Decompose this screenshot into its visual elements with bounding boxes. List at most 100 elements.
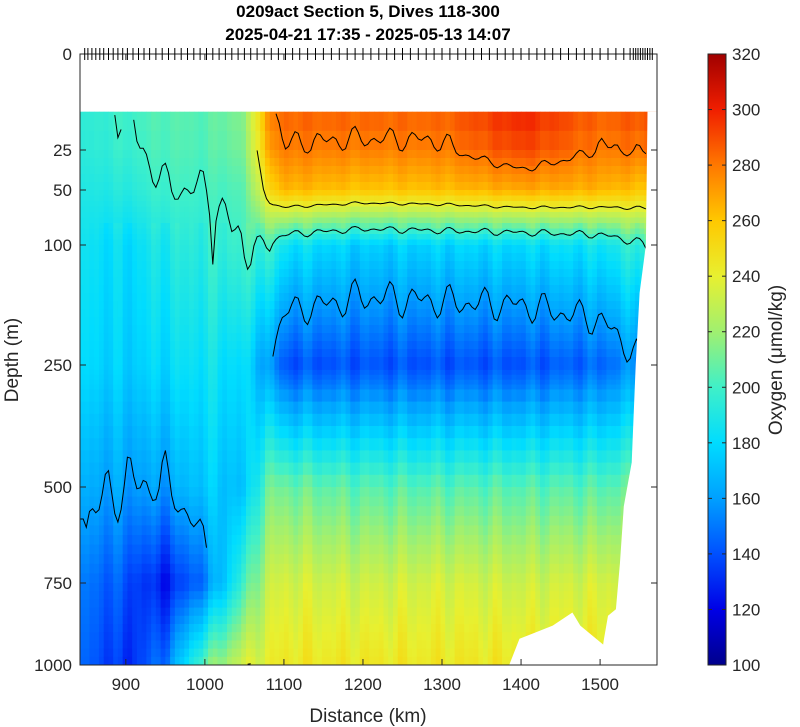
- heatmap-cell: [369, 374, 375, 381]
- heatmap-cell: [345, 277, 351, 286]
- heatmap-cell: [174, 525, 181, 536]
- heatmap-cell: [288, 293, 295, 302]
- heatmap-cell: [288, 624, 295, 633]
- heatmap-cell: [212, 190, 219, 197]
- heatmap-cell: [250, 426, 257, 439]
- heatmap-cell: [312, 158, 318, 167]
- heatmap-cell: [94, 333, 100, 342]
- heatmap-cell: [264, 384, 271, 390]
- heatmap-cell: [208, 217, 214, 224]
- heatmap-cell: [260, 535, 266, 546]
- heatmap-cell: [317, 349, 323, 358]
- heatmap-cell: [198, 426, 204, 439]
- heatmap-cell: [245, 515, 252, 526]
- heatmap-cell: [378, 379, 385, 386]
- heatmap-cell: [260, 130, 266, 151]
- heatmap-cell: [113, 573, 119, 584]
- heatmap-cell: [122, 357, 129, 366]
- heatmap-cell: [411, 269, 418, 278]
- heatmap-cell: [307, 365, 313, 371]
- heatmap-cell: [98, 535, 105, 546]
- heatmap-cell: [307, 487, 313, 498]
- heatmap-cell: [312, 130, 318, 151]
- heatmap-cell: [208, 632, 214, 641]
- heatmap-cell: [302, 174, 309, 183]
- heatmap-cell: [189, 228, 195, 235]
- heatmap-cell: [288, 228, 295, 235]
- heatmap-cell: [402, 333, 408, 342]
- heatmap-cell: [383, 269, 389, 278]
- heatmap-cell: [208, 195, 214, 202]
- heatmap-cell: [217, 413, 223, 427]
- heatmap-cell: [397, 245, 404, 254]
- heatmap-cell: [151, 401, 157, 415]
- heatmap-cell: [89, 369, 95, 376]
- heatmap-cell: [189, 384, 195, 390]
- heatmap-cell: [212, 583, 219, 592]
- heatmap-cell: [317, 591, 323, 600]
- heatmap-cell: [89, 515, 95, 526]
- heatmap-cell: [80, 201, 86, 208]
- heatmap-cell: [264, 401, 271, 415]
- heatmap-cell: [274, 111, 280, 132]
- heatmap-cell: [416, 223, 423, 230]
- heatmap-cell: [89, 389, 95, 403]
- heatmap-cell: [264, 228, 271, 235]
- heatmap-cell: [274, 190, 280, 197]
- heatmap-cell: [198, 591, 204, 600]
- heatmap-cell: [203, 212, 209, 219]
- heatmap-cell: [378, 632, 385, 641]
- heatmap-cell: [222, 277, 228, 286]
- heatmap-cell: [222, 474, 228, 488]
- heatmap-cell: [326, 554, 332, 565]
- heatmap-cell: [170, 317, 176, 326]
- heatmap-cell: [165, 309, 171, 318]
- heatmap-cell: [231, 150, 238, 159]
- heatmap-cell: [151, 212, 157, 219]
- heatmap-cell: [350, 573, 356, 584]
- heatmap-cell: [184, 111, 190, 132]
- heatmap-cell: [279, 535, 285, 546]
- heatmap-cell: [298, 515, 304, 526]
- heatmap-cell: [222, 583, 228, 592]
- heatmap-cell: [426, 228, 432, 235]
- heatmap-cell: [132, 111, 138, 132]
- heatmap-cell: [359, 228, 366, 235]
- heatmap-cell: [231, 195, 238, 202]
- heatmap-cell: [307, 201, 313, 208]
- heatmap-cell: [236, 632, 242, 641]
- heatmap-cell: [146, 253, 152, 262]
- heatmap-cell: [231, 573, 238, 584]
- heatmap-cell: [245, 563, 252, 574]
- heatmap-cell: [198, 317, 204, 326]
- heatmap-cell: [331, 285, 337, 294]
- heatmap-cell: [127, 474, 133, 488]
- heatmap-cell: [136, 369, 143, 376]
- heatmap-cell: [231, 583, 238, 592]
- heatmap-cell: [288, 401, 295, 415]
- heatmap-cell: [89, 401, 95, 415]
- heatmap-cell: [217, 261, 223, 270]
- heatmap-cell: [426, 369, 432, 376]
- heatmap-cell: [174, 245, 181, 254]
- heatmap-cell: [231, 239, 238, 246]
- heatmap-cell: [103, 206, 110, 213]
- heatmap-cell: [326, 573, 332, 584]
- heatmap-cell: [203, 591, 209, 600]
- heatmap-cell: [369, 426, 375, 439]
- heatmap-cell: [312, 253, 318, 262]
- heatmap-cell: [132, 182, 138, 191]
- heatmap-cell: [165, 450, 171, 464]
- heatmap-cell: [132, 535, 138, 546]
- heatmap-cell: [170, 239, 176, 246]
- heatmap-cell: [421, 111, 427, 132]
- heatmap-cell: [298, 583, 304, 592]
- heatmap-cell: [222, 309, 228, 318]
- heatmap-cell: [198, 206, 204, 213]
- heatmap-cell: [283, 438, 290, 451]
- heatmap-cell: [241, 325, 247, 334]
- heatmap-cell: [411, 130, 418, 151]
- heatmap-cell: [331, 607, 337, 617]
- heatmap-cell: [340, 535, 347, 546]
- heatmap-cell: [298, 158, 304, 167]
